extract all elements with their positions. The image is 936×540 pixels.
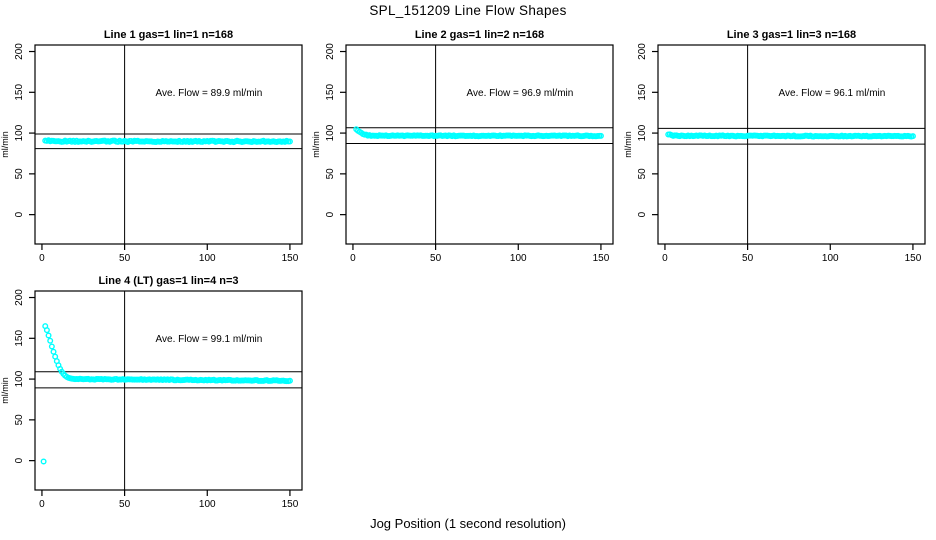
avg-flow-annotation: Ave. Flow = 99.1 ml/min (156, 334, 263, 345)
panel-line-4-plot: 0 50 100 150 0 50 100 150 200 ml/min Line 4 (LT) g… (0, 275, 303, 510)
y-tick-label: 150 (14, 330, 25, 347)
plot-box (34, 44, 303, 245)
plot-box (657, 44, 926, 245)
y-tick-label: 200 (637, 43, 648, 60)
x-tick-label: 0 (350, 253, 356, 264)
y-tick-label: 0 (14, 457, 25, 463)
y-tick-label: 50 (325, 168, 336, 180)
x-tick-label: 100 (510, 253, 527, 264)
x-tick-label: 150 (282, 499, 299, 510)
x-axis-ticks: 0 50 100 150 (39, 244, 299, 264)
plot-box (345, 44, 614, 245)
ref-lines (35, 291, 302, 490)
x-axis-ticks: 0 50 100 150 (39, 490, 299, 510)
x-axis-ticks: 0 50 100 150 (662, 244, 922, 264)
x-tick-label: 150 (593, 253, 610, 264)
ref-lines (658, 45, 925, 244)
y-tick-label: 150 (325, 84, 336, 101)
ref-lines (346, 45, 613, 244)
y-tick-label: 100 (637, 124, 648, 141)
page-title: SPL_151209 Line Flow Shapes (369, 3, 567, 18)
x-tick-label: 100 (822, 253, 839, 264)
avg-flow-annotation: Ave. Flow = 96.1 ml/min (779, 88, 886, 99)
y-axis-label: ml/min (311, 131, 321, 158)
x-tick-label: 100 (199, 499, 216, 510)
y-tick-label: 200 (14, 43, 25, 60)
plot-box (34, 290, 303, 491)
x-tick-label: 0 (39, 499, 45, 510)
panel-title: Line 2 gas=1 lin=2 n=168 (415, 29, 544, 41)
data-points (40, 323, 293, 465)
x-tick-label: 150 (905, 253, 922, 264)
y-axis-label: ml/min (0, 377, 10, 404)
x-tick-label: 0 (39, 253, 45, 264)
avg-flow-annotation: Ave. Flow = 96.9 ml/min (467, 88, 574, 99)
y-tick-label: 100 (14, 124, 25, 141)
x-axis-ticks: 0 50 100 150 (350, 244, 610, 264)
panel-title: Line 4 (LT) gas=1 lin=4 n=3 (98, 275, 238, 287)
panel-line-1-plot: 0 50 100 150 0 50 100 150 200 ml/min Line 1 gas=1 … (0, 29, 303, 264)
panel-line-2-plot: 0 50 100 150 0 50 100 150 200 ml/min Line 2 gas=1 … (311, 29, 614, 264)
y-tick-label: 50 (14, 414, 25, 426)
x-tick-label: 150 (282, 253, 299, 264)
y-tick-label: 100 (14, 370, 25, 387)
y-axis-ticks: 0 50 100 150 200 (14, 43, 35, 217)
data-points (353, 126, 604, 140)
x-tick-label: 50 (430, 253, 442, 264)
y-tick-label: 0 (325, 211, 336, 217)
y-tick-label: 50 (14, 168, 25, 180)
y-axis-label: ml/min (0, 131, 10, 158)
panel-title: Line 3 gas=1 lin=3 n=168 (727, 29, 856, 41)
y-tick-label: 0 (637, 211, 648, 217)
y-tick-label: 200 (14, 289, 25, 306)
ref-lines (35, 45, 302, 244)
x-axis-label: Jog Position (1 second resolution) (370, 516, 566, 531)
x-tick-label: 50 (119, 499, 131, 510)
x-tick-label: 50 (742, 253, 754, 264)
y-axis-label: ml/min (623, 131, 633, 158)
panel-line-3-plot: 0 50 100 150 0 50 100 150 200 ml/min Line 3 gas=1 … (623, 29, 926, 264)
data-points (42, 137, 293, 146)
y-tick-label: 0 (14, 211, 25, 217)
x-tick-label: 50 (119, 253, 131, 264)
y-tick-label: 100 (325, 124, 336, 141)
x-tick-label: 0 (662, 253, 668, 264)
y-tick-label: 50 (637, 168, 648, 180)
y-tick-label: 200 (325, 43, 336, 60)
panel-title: Line 1 gas=1 lin=1 n=168 (104, 29, 233, 41)
x-tick-label: 100 (199, 253, 216, 264)
y-tick-label: 150 (637, 84, 648, 101)
avg-flow-annotation: Ave. Flow = 89.9 ml/min (156, 88, 263, 99)
data-points (665, 131, 916, 140)
y-tick-label: 150 (14, 84, 25, 101)
y-axis-ticks: 0 50 100 150 200 (14, 289, 35, 463)
y-axis-ticks: 0 50 100 150 200 (637, 43, 658, 217)
y-axis-ticks: 0 50 100 150 200 (325, 43, 346, 217)
